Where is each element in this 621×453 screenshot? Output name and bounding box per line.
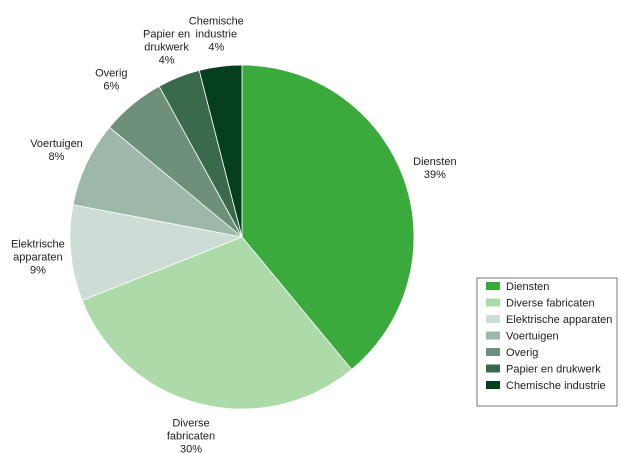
slice-value-label-voertuigen: 8% (49, 151, 65, 163)
pie-slice-chemische-industrie (198, 64, 243, 238)
slice-value-label-chemische-industrie: 4% (208, 42, 224, 54)
slice-value-label-overig: 6% (103, 81, 119, 93)
legend-swatch-diverse-fabricaten (486, 298, 500, 307)
slice-label-papier-en-drukwerk-1: drukwerk (144, 41, 189, 53)
legend-swatch-overig (486, 348, 500, 356)
legend-swatch-elektrische-apparaten (486, 315, 500, 323)
legend-swatch-papier-en-drukwerk (486, 364, 500, 373)
slice-value-label-elektrische-apparaten: 9% (30, 264, 46, 276)
slice-label-overig-0: Overig (95, 68, 127, 80)
slice-label-diensten-0: Diensten (413, 156, 456, 168)
slice-label-diverse-fabricaten-0: Diverse (172, 418, 209, 430)
legend-swatch-diensten (486, 282, 500, 290)
pie-slices (69, 64, 415, 410)
slice-value-label-papier-en-drukwerk: 4% (159, 54, 175, 66)
slice-label-elektrische-apparaten-0: Elektrische (11, 238, 65, 250)
legend-swatch-voertuigen (486, 331, 500, 340)
legend-label-diverse-fabricaten: Diverse fabricaten (506, 298, 595, 310)
legend-label-elektrische-apparaten: Elektrische apparaten (506, 314, 612, 326)
legend-label-chemische-industrie: Chemische industrie (506, 380, 606, 392)
legend-label-diensten: Diensten (506, 281, 549, 293)
legend: Diensten Diverse fabricaten Elektrische ap… (476, 277, 618, 407)
pie-slice-diverse-fabricaten (81, 236, 353, 410)
slice-label-chemische-industrie-1: industrie (196, 29, 238, 41)
legend-label-papier-en-drukwerk: Papier en drukwerk (506, 364, 601, 376)
slice-label-voertuigen-0: Voertuigen (30, 138, 83, 150)
slice-label-diverse-fabricaten-1: fabricaten (167, 431, 215, 443)
slice-label-chemische-industrie-0: Chemische (189, 16, 244, 28)
slice-label-elektrische-apparaten-1: apparaten (13, 251, 63, 263)
pie-slice-diensten (241, 64, 415, 371)
legend-frame (476, 277, 618, 407)
slice-value-label-diverse-fabricaten: 30% (180, 444, 202, 453)
slice-value-label-diensten: 39% (424, 169, 446, 181)
legend-label-overig: Overig (506, 347, 538, 359)
pie-slice-elektrische-apparaten (69, 204, 244, 301)
slice-label-papier-en-drukwerk-0: Papier en (143, 28, 190, 40)
legend-label-voertuigen: Voertuigen (506, 331, 559, 343)
legend-swatch-chemische-industrie (486, 381, 500, 389)
